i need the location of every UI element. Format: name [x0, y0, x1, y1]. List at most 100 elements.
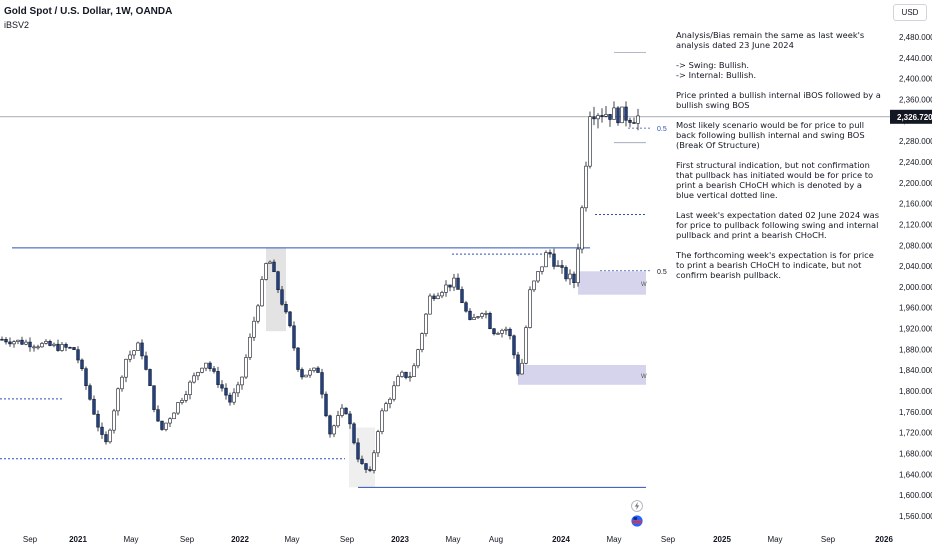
note-paragraph: Most likely scenario would be for price …	[676, 120, 865, 150]
flag-icon[interactable]	[631, 515, 643, 527]
candle-body	[180, 400, 184, 403]
candle-body	[548, 252, 552, 255]
candle-body	[232, 392, 236, 403]
candle-body	[516, 354, 520, 375]
candle-body	[144, 355, 148, 370]
candle-body	[360, 458, 364, 464]
candle-body	[248, 336, 252, 358]
price-tick-label: 1,600.000	[899, 491, 932, 500]
note-paragraph: The forthcoming week's expectation is fo…	[676, 250, 874, 280]
candle-body	[132, 350, 136, 356]
candle-body	[368, 469, 372, 471]
price-tick-label: 2,400.000	[899, 75, 932, 84]
price-axis[interactable]: 2,480.000 2,440.000 2,400.000 2,360.000 2,32…	[890, 0, 932, 550]
note-paragraph: First structural indication, but not con…	[676, 160, 874, 200]
candle-body	[276, 271, 280, 291]
price-tick-label: 1,720.000	[899, 429, 932, 438]
time-tick-label: 2022	[231, 535, 249, 544]
candle-body	[324, 393, 328, 417]
candle-body	[12, 341, 16, 345]
candle-body	[484, 313, 488, 315]
candle-body	[164, 422, 168, 430]
candle-body	[52, 343, 56, 346]
currency-button[interactable]: USD	[893, 4, 927, 21]
price-tick-label: 2,200.000	[899, 179, 932, 188]
candle-body	[456, 277, 460, 290]
candle-body	[284, 303, 288, 313]
price-tick-label: 2,000.000	[899, 283, 932, 292]
symbol-title[interactable]: Gold Spot / U.S. Dollar, 1W, OANDA	[4, 6, 173, 17]
candle-body	[260, 279, 264, 307]
candle-body	[520, 362, 524, 375]
candle-body	[348, 413, 352, 425]
candle-body	[488, 313, 492, 330]
candle-body	[264, 263, 268, 280]
candle-body	[620, 106, 624, 124]
candle-body	[440, 292, 444, 297]
candle-body	[356, 442, 360, 460]
candle-body	[92, 398, 96, 415]
candle-body	[28, 341, 32, 348]
candle-body	[76, 349, 80, 361]
candle-body	[568, 273, 572, 280]
candle-body	[372, 452, 376, 471]
candle-body	[528, 289, 532, 328]
candle-body	[212, 368, 216, 372]
candle-body	[48, 341, 52, 346]
candle-body	[628, 119, 632, 123]
candle-body	[24, 341, 28, 345]
candle-body	[524, 327, 528, 364]
current-price-tag	[890, 109, 932, 124]
candle-body	[220, 384, 224, 389]
candle-body	[508, 328, 512, 337]
candle-body	[244, 357, 248, 378]
candle-body	[580, 207, 584, 250]
candle-body	[288, 311, 292, 327]
candle-body	[592, 116, 596, 120]
time-tick-label: 2024	[552, 535, 570, 544]
candle-body	[400, 371, 404, 377]
candle-body	[404, 371, 408, 378]
time-tick-label: May	[445, 535, 460, 544]
candle-body	[44, 341, 48, 344]
analysis-note: Analysis/Bias remain the same as last we…	[676, 30, 881, 290]
time-axis[interactable]: Sep 2021 May Sep 2022 May Sep 2023 May Aug 2024 May…	[23, 535, 894, 544]
price-tick-label: 2,040.000	[899, 262, 932, 271]
structure-levels	[0, 52, 890, 488]
candle-body	[8, 341, 12, 345]
zone-label: W	[641, 374, 647, 380]
candle-body	[416, 349, 420, 367]
candle-body	[588, 116, 592, 167]
candle-body	[228, 394, 232, 403]
candle-body	[120, 376, 124, 390]
candle-body	[136, 342, 140, 351]
candle-body	[540, 266, 544, 272]
candle-body	[128, 354, 132, 360]
lightning-icon[interactable]	[631, 500, 643, 512]
candle-body	[328, 415, 332, 435]
candle-body	[596, 115, 600, 120]
candle-body	[572, 273, 576, 283]
candle-body	[544, 252, 548, 268]
current-price-label: 2,326.720	[897, 113, 932, 122]
indicator-label[interactable]: iBSV2	[4, 20, 30, 30]
candle-body	[460, 289, 464, 304]
price-tick-label: 1,680.000	[899, 450, 932, 459]
price-tick-label: 1,880.000	[899, 345, 932, 354]
time-tick-label: May	[284, 535, 299, 544]
candle-body	[632, 122, 636, 124]
chart-labels: W W 0.5 0.5	[641, 126, 667, 380]
candle-body	[88, 385, 92, 400]
demand-zone-upper	[578, 271, 646, 295]
candle-body	[636, 115, 640, 124]
candle-body	[224, 387, 228, 396]
candle-body	[100, 426, 104, 435]
time-tick-label: Sep	[180, 535, 195, 544]
candle-body	[436, 295, 440, 300]
candle-body	[96, 413, 100, 428]
candle-body	[320, 372, 324, 395]
candle-body	[624, 106, 628, 121]
candle-body	[216, 371, 220, 385]
candle-body	[188, 381, 192, 395]
